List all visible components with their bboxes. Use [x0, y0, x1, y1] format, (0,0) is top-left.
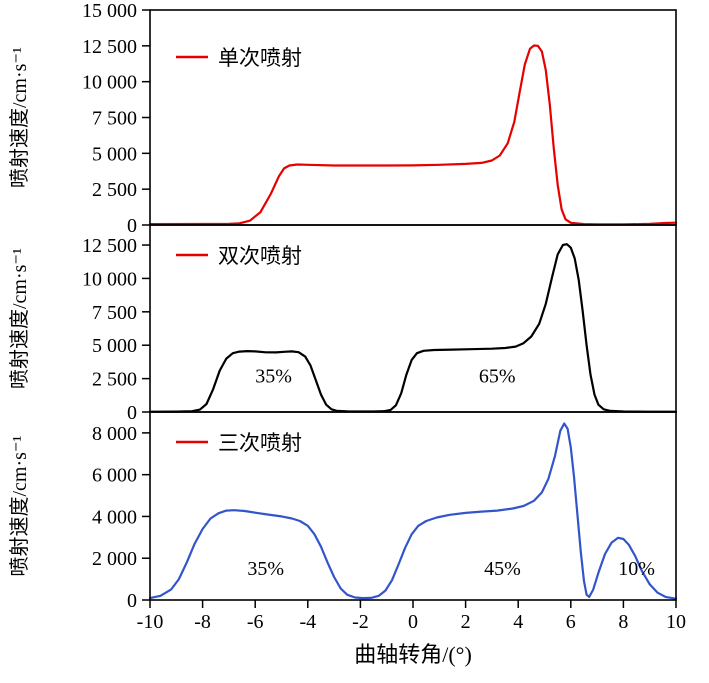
- x-tick-label: 4: [513, 611, 523, 633]
- y-axis-title: 喷射速度/cm·s⁻¹: [8, 436, 31, 577]
- y-tick-label: 15 000: [82, 0, 137, 22]
- y-tick-label: 2 500: [92, 179, 137, 201]
- annotation-label: 65%: [479, 366, 516, 388]
- x-tick-label: 10: [666, 611, 686, 633]
- x-tick-label: -10: [137, 611, 164, 633]
- annotation-label: 35%: [255, 366, 292, 388]
- series-line: [148, 44, 678, 226]
- annotation-label: 45%: [484, 558, 521, 580]
- panel-2: 0 2 500 5 000 7 500 10 000 12 500 双次喷射 喷射速度/cm·…: [8, 224, 678, 424]
- y-tick-label: 12 500: [82, 36, 137, 58]
- y-tick-label: 0: [127, 590, 137, 612]
- y-tick-label: 12 500: [82, 235, 137, 257]
- y-tick-label: 10 000: [82, 72, 137, 94]
- x-tick-label: -6: [247, 611, 264, 633]
- y-tick-label: 5 000: [92, 335, 137, 357]
- y-tick-label: 0: [127, 402, 137, 424]
- y-tick-label: 8 000: [92, 423, 137, 445]
- x-tick-label: 0: [408, 611, 418, 633]
- panel-3: 0 2 000 4 000 6 000 8 000 三次喷射 喷射速度/cm·s⁻¹ 35% 4…: [8, 411, 678, 612]
- y-tick-label: 2 000: [92, 548, 137, 570]
- x-tick-label: 8: [618, 611, 628, 633]
- x-tick-label: 2: [461, 611, 471, 633]
- y-tick-label: 6 000: [92, 465, 137, 487]
- x-tick-label: 6: [566, 611, 576, 633]
- x-axis-title: 曲轴转角/(°): [354, 642, 472, 667]
- legend-label: 单次喷射: [218, 46, 302, 70]
- series-line: [148, 422, 678, 600]
- x-tick-label: -4: [299, 611, 316, 633]
- panel-1: 0 2 500 5 000 7 500 10 000 12 500 15 000 单次喷射 喷射…: [8, 0, 678, 237]
- x-tick-label: -8: [194, 611, 211, 633]
- x-tick-label: -2: [352, 611, 369, 633]
- y-axis-title: 喷射速度/cm·s⁻¹: [8, 248, 31, 389]
- series-line: [148, 243, 678, 413]
- y-axis-title: 喷射速度/cm·s⁻¹: [8, 47, 31, 188]
- y-tick-label: 7 500: [92, 302, 137, 324]
- y-tick-label: 7 500: [92, 108, 137, 130]
- y-tick-label: 0: [127, 215, 137, 237]
- y-tick-label: 5 000: [92, 143, 137, 165]
- panel-border: [149, 9, 677, 226]
- y-tick-label: 2 500: [92, 369, 137, 391]
- annotation-label: 35%: [247, 558, 284, 580]
- y-tick-label: 4 000: [92, 506, 137, 528]
- annotation-label: 10%: [618, 558, 655, 580]
- legend-label: 双次喷射: [218, 244, 302, 268]
- legend-label: 三次喷射: [218, 431, 302, 455]
- y-tick-label: 10 000: [82, 268, 137, 290]
